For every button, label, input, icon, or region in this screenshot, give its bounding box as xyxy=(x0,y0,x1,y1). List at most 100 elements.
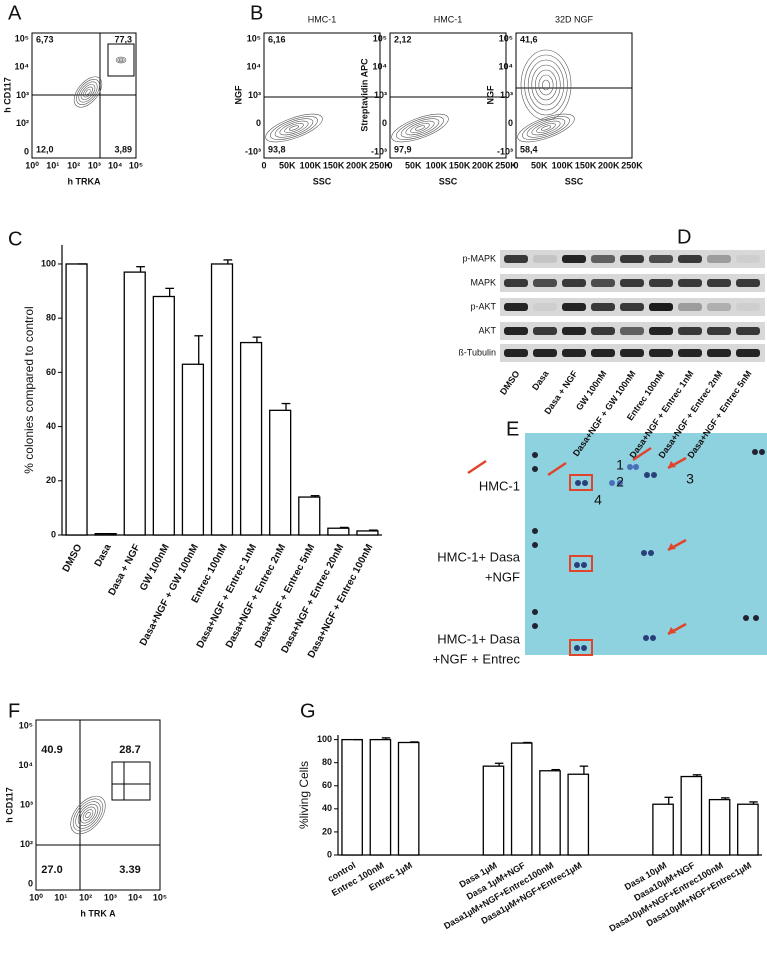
x-tick-label: 10² xyxy=(79,892,92,902)
blot-band xyxy=(736,303,760,311)
plot-frame xyxy=(263,32,381,159)
blot-band xyxy=(504,279,528,287)
y-tick-label: 10² xyxy=(20,839,33,849)
inset xyxy=(111,761,151,801)
y-axis-label: NGF xyxy=(233,85,243,105)
contour xyxy=(76,79,100,105)
bar xyxy=(510,742,533,856)
x-tick-label: 10¹ xyxy=(46,160,59,170)
array-spot xyxy=(532,466,538,472)
plot-title: HMC-1 xyxy=(434,14,463,24)
panel-label: F xyxy=(8,700,20,722)
contour xyxy=(400,118,440,138)
x-tick-label: 10³ xyxy=(88,160,101,170)
x-tick-label: 10⁰ xyxy=(25,160,39,170)
array-spot xyxy=(575,480,581,486)
panel-label: A xyxy=(8,2,22,24)
contour xyxy=(75,801,101,829)
plot-frame xyxy=(35,719,161,891)
blot-band xyxy=(649,327,673,335)
y-tick-label: 10⁵ xyxy=(15,33,29,43)
blot-band xyxy=(562,255,586,263)
y-axis-label: h CD117 xyxy=(4,787,14,823)
arrow-head xyxy=(668,627,676,634)
x-axis-label: SSC xyxy=(565,176,584,186)
array-row-label: HMC-1+ Dasa xyxy=(437,631,520,646)
array-spot xyxy=(753,615,759,621)
blot-band xyxy=(649,279,673,287)
contour xyxy=(531,64,561,106)
bar xyxy=(341,738,363,856)
array-spot xyxy=(617,480,623,486)
contour xyxy=(80,806,96,824)
y-tick-label: 10⁵ xyxy=(19,720,33,730)
contour xyxy=(526,118,566,138)
blot-band xyxy=(533,327,557,335)
x-tick-label: 250K xyxy=(369,160,391,170)
y-tick-label: 0 xyxy=(256,118,261,128)
bar xyxy=(152,295,175,536)
inset xyxy=(107,43,135,77)
y-tick-label: 0 xyxy=(24,146,29,156)
blot-band xyxy=(504,349,528,357)
bar xyxy=(94,532,117,536)
array-spot xyxy=(609,480,615,486)
contour xyxy=(542,79,550,91)
blot-band xyxy=(620,303,644,311)
y-tick-label: 60 xyxy=(46,367,56,377)
x-tick-label: 0 xyxy=(513,160,518,170)
bar xyxy=(539,770,561,856)
contour xyxy=(517,113,575,143)
array-spot xyxy=(650,635,656,641)
bar xyxy=(181,363,205,536)
highlight-box xyxy=(569,639,593,656)
blot-band xyxy=(678,327,702,335)
x-axis-label: h TRKA xyxy=(68,176,101,186)
x-tick-label: DMSO xyxy=(61,542,85,574)
blot-row-label: p-MAPK xyxy=(462,253,496,263)
x-tick-label: 100K xyxy=(552,160,574,170)
y-tick-label: 10⁵ xyxy=(499,33,513,43)
x-axis-label: h TRK A xyxy=(80,908,116,918)
bar xyxy=(298,496,321,536)
contour xyxy=(534,69,558,101)
quadrant-value: 77,3 xyxy=(114,34,132,44)
blot-band xyxy=(678,255,702,263)
blot-row-label: AKT xyxy=(478,325,496,335)
x-tick-label: 10⁴ xyxy=(128,892,142,902)
bar xyxy=(123,271,146,536)
contour xyxy=(405,120,435,136)
bar xyxy=(737,803,759,856)
spot-number: 4 xyxy=(594,492,602,508)
y-tick-label: 60 xyxy=(322,780,332,790)
array-spot xyxy=(581,562,587,568)
panel-label: G xyxy=(300,700,316,722)
contour xyxy=(82,809,94,821)
quadrant-value: 41,6 xyxy=(520,34,538,44)
blot-band xyxy=(591,349,615,357)
contour xyxy=(78,81,98,103)
quadrant-value: 6,16 xyxy=(268,34,286,44)
blot-band xyxy=(504,327,528,335)
array-spot xyxy=(532,623,538,629)
contour xyxy=(520,49,572,121)
y-tick-label: 40 xyxy=(322,803,332,813)
contour xyxy=(396,116,444,140)
x-tick-label: GW 100nM xyxy=(138,542,172,592)
contour xyxy=(83,86,93,98)
array-spot xyxy=(641,550,647,556)
plot-title: HMC-1 xyxy=(308,14,337,24)
quadrant-value: 3,89 xyxy=(114,144,132,154)
contour xyxy=(284,123,304,133)
spot-number: 1 xyxy=(616,457,624,473)
x-tick-label: 150K xyxy=(323,160,345,170)
contour xyxy=(73,76,103,108)
contour xyxy=(414,125,426,131)
array-spot xyxy=(582,480,588,486)
x-tick-label: 200K xyxy=(472,160,494,170)
quadrant-value: 97,9 xyxy=(394,144,412,154)
blot-band xyxy=(533,255,557,263)
bar xyxy=(708,798,731,856)
contour xyxy=(115,56,127,64)
blot-band xyxy=(736,327,760,335)
